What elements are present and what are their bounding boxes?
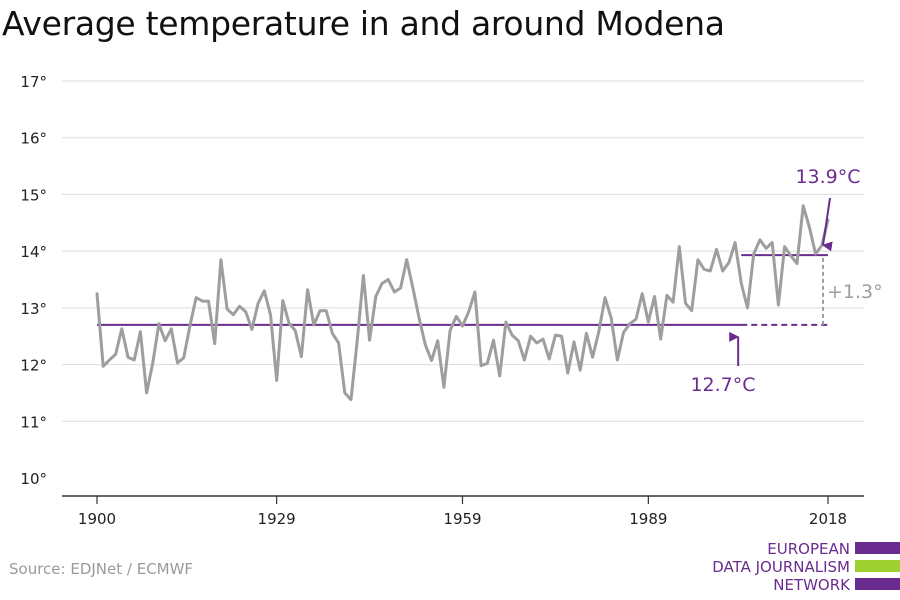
x-tick-label: 1929 xyxy=(258,510,296,528)
y-axis: 10° 11° 12° 13° 14° 15° 16° 17° xyxy=(20,73,47,488)
x-tick-label: 1900 xyxy=(78,510,116,528)
logo-line-data-journalism: DATA JOURNALISM xyxy=(712,558,850,576)
logo-bar-middle xyxy=(855,560,900,572)
logo-line-network: NETWORK xyxy=(773,576,850,594)
y-tick-label: 11° xyxy=(20,413,47,431)
y-tick-label: 13° xyxy=(20,300,47,318)
label-13-9: 13.9°C xyxy=(795,166,860,188)
temperature-series-line xyxy=(95,204,830,402)
logo-line-european: EUROPEAN xyxy=(767,540,850,558)
x-tick-label: 1989 xyxy=(629,510,667,528)
x-tick-label: 2018 xyxy=(809,510,847,528)
delta-label: +1.3° xyxy=(827,281,883,303)
series-layer xyxy=(95,204,830,402)
y-tick-label: 15° xyxy=(20,186,47,204)
logo-bar-bottom xyxy=(855,578,900,590)
edjnet-logo[interactable]: EUROPEAN DATA JOURNALISM NETWORK xyxy=(700,538,900,600)
annotations: +1.3° 12.7°C 13.9°C xyxy=(690,166,882,396)
reference-lines xyxy=(97,254,828,326)
label-12-7: 12.7°C xyxy=(690,374,755,396)
logo-bar-top xyxy=(855,542,900,554)
y-tick-label: 16° xyxy=(20,130,47,148)
chart-title: Average temperature in and around Modena xyxy=(2,4,725,43)
y-tick-label: 10° xyxy=(20,470,47,488)
y-tick-label: 14° xyxy=(20,243,47,261)
arrow-13-9 xyxy=(822,197,833,252)
y-tick-label: 12° xyxy=(20,357,47,375)
gridlines xyxy=(62,80,864,422)
x-axis: 1900 1929 1959 1989 2018 xyxy=(62,495,864,528)
y-tick-label: 17° xyxy=(20,73,47,91)
source-note: Source: EDJNet / ECMWF xyxy=(9,560,194,578)
x-tick-label: 1959 xyxy=(443,510,481,528)
